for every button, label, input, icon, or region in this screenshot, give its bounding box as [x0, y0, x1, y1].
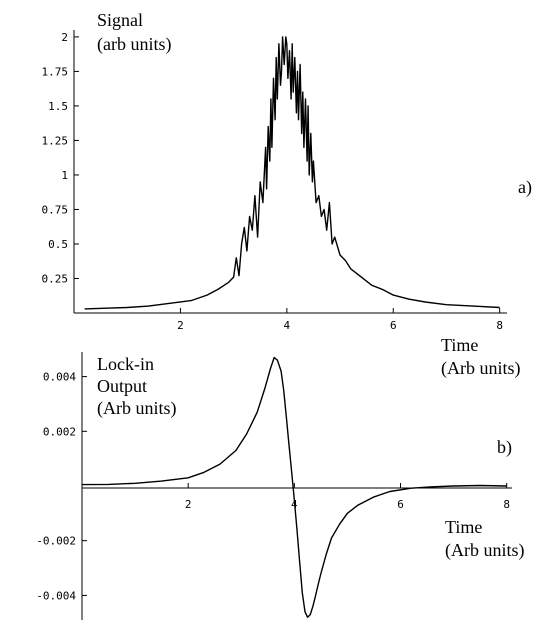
panel-a-signal-line	[84, 36, 500, 310]
panel-b-ylabel-line2: Output	[97, 376, 147, 396]
panel-a-ticks: 2 4 6 8 0.25 0.5 0.75 1 1.25 1.5 1.75 2	[42, 31, 503, 332]
panel-a-ylabel-line1: Signal	[97, 10, 143, 30]
panel-a-xlabel-line2: (Arb units)	[441, 358, 521, 379]
panel-b-y-tick-label: -0.002	[36, 535, 76, 548]
panel-b-xlabel-line2: (Arb units)	[445, 540, 525, 561]
panel-a-x-tick-label: 6	[390, 319, 397, 332]
panel-b-x-tick-label: 8	[503, 498, 510, 511]
panel-a-y-tick-label: 0.25	[42, 272, 69, 285]
panel-a-y-tick-label: 1.75	[42, 65, 69, 78]
panel-b-xlabel-line1: Time	[445, 517, 482, 537]
panel-b-y-tick-label: 0.002	[43, 425, 76, 438]
panel-a-y-tick-label: 1.25	[42, 134, 69, 147]
panel-a-x-tick-label: 2	[177, 319, 184, 332]
panel-b-y-tick-label: 0.004	[43, 371, 76, 384]
panel-b-x-tick-label: 6	[397, 498, 404, 511]
panel-b-ylabel-line1: Lock-in	[97, 354, 154, 374]
panel-a-x-tick-label: 8	[496, 319, 503, 332]
panel-b-ylabel-line3: (Arb units)	[97, 398, 177, 419]
panel-a-label: a)	[518, 177, 532, 198]
panel-a-y-tick-label: 1.5	[48, 100, 68, 113]
panel-b-y-tick-label: -0.004	[36, 589, 76, 602]
panel-b-x-tick-label: 2	[185, 498, 192, 511]
panel-b-lockin-line	[81, 356, 507, 618]
panel-a-y-tick-label: 2	[61, 31, 68, 44]
panel-a-x-tick-label: 4	[284, 319, 291, 332]
panel-b-label: b)	[497, 437, 512, 458]
panel-a-y-tick-label: 0.75	[42, 203, 69, 216]
panel-a: Signal (arb units) a) Time (Arb units) 2…	[42, 10, 532, 379]
panel-b: Lock-in Output (Arb units) b) Time (Arb …	[36, 352, 525, 620]
panel-a-xlabel-line1: Time	[441, 335, 478, 355]
panel-a-y-tick-label: 1	[61, 169, 68, 182]
panel-a-ylabel-line2: (arb units)	[97, 34, 171, 55]
panel-a-y-tick-label: 0.5	[48, 238, 68, 251]
